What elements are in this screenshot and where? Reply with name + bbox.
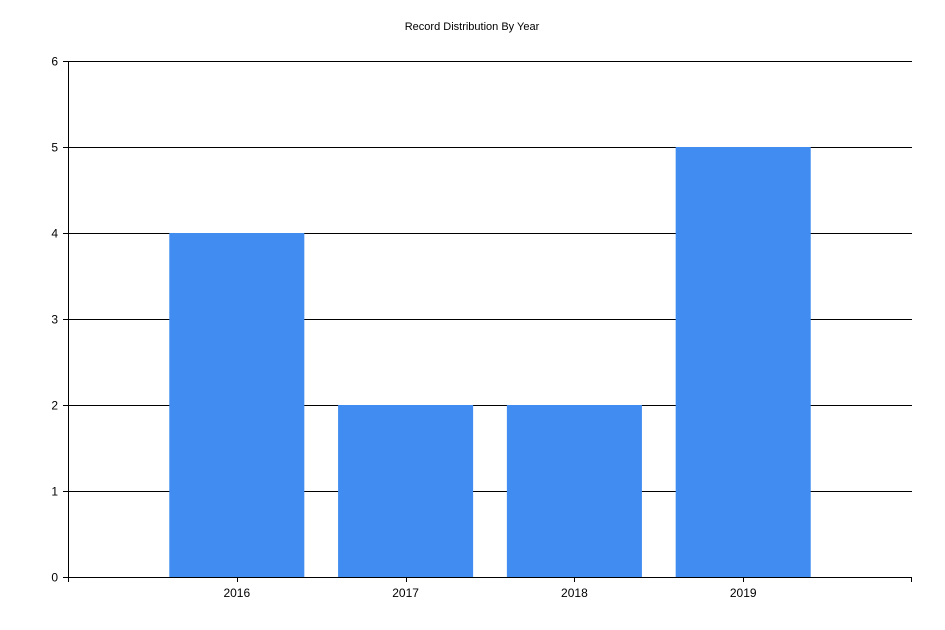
y-tick-label: 0 bbox=[51, 571, 58, 585]
y-tick-label: 3 bbox=[51, 313, 58, 327]
y-tick-label: 6 bbox=[51, 55, 58, 69]
x-tick-label: 2017 bbox=[392, 586, 419, 600]
y-tick-label: 4 bbox=[51, 227, 58, 241]
bar-2017 bbox=[338, 405, 474, 577]
y-tick-labels: 0 1 2 3 4 5 6 bbox=[51, 55, 58, 585]
bar-2019 bbox=[675, 147, 811, 577]
x-tick-label: 2018 bbox=[561, 586, 588, 600]
axes bbox=[63, 61, 912, 582]
bars bbox=[169, 147, 811, 577]
y-tick-label: 5 bbox=[51, 141, 58, 155]
y-tick-label: 2 bbox=[51, 399, 58, 413]
x-tick-label: 2016 bbox=[223, 586, 250, 600]
chart-title: Record Distribution By Year bbox=[405, 21, 540, 33]
x-tick-label: 2019 bbox=[730, 586, 757, 600]
y-tick-label: 1 bbox=[51, 485, 58, 499]
x-tick-labels: 2016 2017 2018 2019 bbox=[223, 586, 756, 600]
bar-2016 bbox=[169, 233, 305, 577]
bar-2018 bbox=[506, 405, 642, 577]
